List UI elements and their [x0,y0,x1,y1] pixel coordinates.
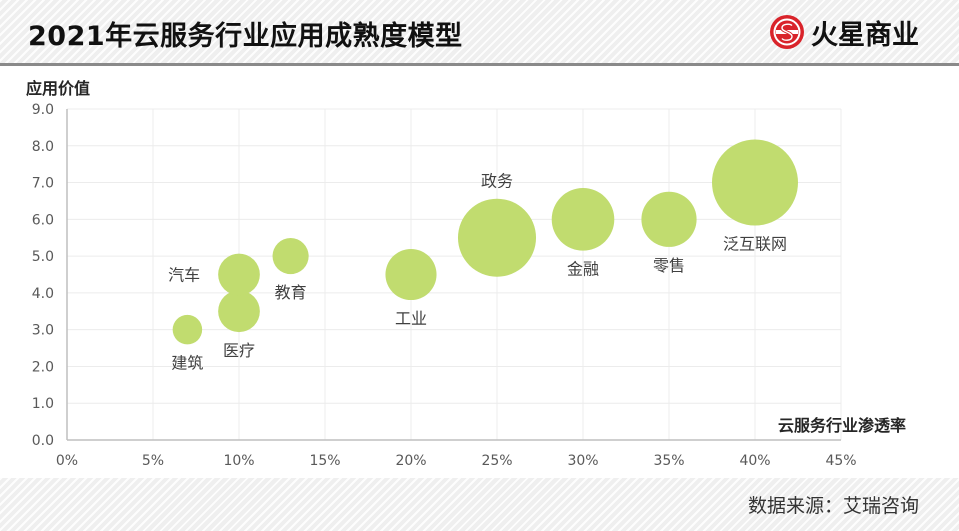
y-axis-title: 应用价值 [26,79,90,98]
bubble-label: 工业 [395,309,427,328]
y-tick-label: 4.0 [32,286,54,302]
y-tick-label: 8.0 [32,139,54,155]
y-tick-label: 0.0 [32,433,54,449]
x-tick-label: 0% [56,453,78,469]
bubble-label: 汽车 [168,266,200,285]
brand-name: 火星商业 [811,19,919,51]
bubble-label: 零售 [653,256,685,275]
bubble-label: 政务 [481,172,513,191]
y-tick-label: 6.0 [32,212,54,228]
x-tick-label: 15% [309,453,340,469]
bubble-point [712,139,798,226]
x-tick-label: 40% [739,453,770,469]
x-tick-label: 20% [395,453,426,469]
bubble-point [218,253,260,296]
bubble-point [218,290,260,333]
y-tick-label: 2.0 [32,359,54,375]
data-source: 数据来源：艾瑞咨询 [747,495,919,517]
header-divider [0,63,959,66]
x-tick-label: 35% [653,453,684,469]
page-title: 2021年云服务行业应用成熟度模型 [28,21,463,52]
bubble-chart: 0.0 1.0 2.0 3.0 4.0 5.0 6.0 7.0 8.0 9.0 0% 5% 10% 15%… [26,79,906,469]
x-tick-label: 25% [481,453,512,469]
x-tick-label: 5% [142,453,164,469]
bubble-point [172,314,203,345]
brand: 火星商业 [769,13,919,51]
y-tick-label: 7.0 [32,176,54,192]
page-header: 2021年云服务行业应用成熟度模型 火星商业 [0,0,959,63]
bubble-point [272,238,309,275]
x-axis-title: 云服务行业渗透率 [778,416,906,435]
mars-business-logo-icon [770,15,804,49]
x-tick-label: 30% [567,453,598,469]
y-tick-label: 1.0 [32,396,54,412]
bubble-label: 泛互联网 [723,235,787,254]
bubble-label: 金融 [567,260,599,279]
bubble-point [551,188,615,251]
y-tick-label: 3.0 [32,323,54,339]
bubble-label: 建筑 [171,353,203,372]
bubble-point [385,248,437,301]
bubble-point [641,191,697,247]
x-tick-label: 45% [825,453,856,469]
bubble-label: 医疗 [223,341,255,360]
y-tick-label: 9.0 [32,102,54,118]
page-footer: 数据来源：艾瑞咨询 [0,478,959,531]
bubble-point [457,198,537,277]
bubble-label: 教育 [275,283,307,302]
y-tick-label: 5.0 [32,249,54,265]
x-tick-label: 10% [223,453,254,469]
